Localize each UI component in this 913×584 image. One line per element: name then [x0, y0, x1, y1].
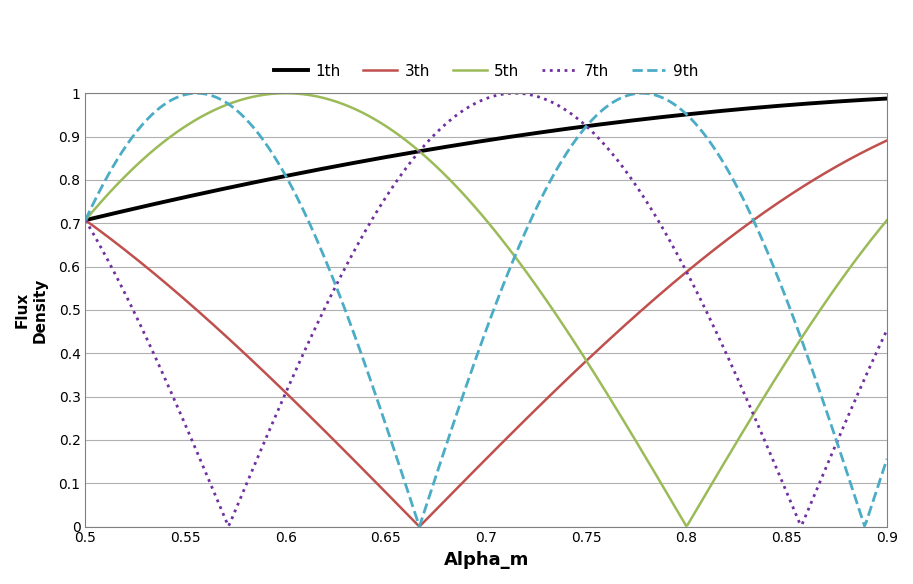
3th [739, 224, 750, 231]
1th [862, 96, 873, 103]
1th [557, 126, 568, 133]
Line: 7th: 7th [86, 93, 887, 526]
9th [561, 151, 572, 158]
1th [882, 95, 893, 102]
X-axis label: Alpha_m: Alpha_m [444, 551, 529, 569]
1th [80, 217, 91, 224]
9th [414, 523, 425, 530]
5th [559, 323, 570, 330]
3th [515, 421, 526, 428]
1th [737, 106, 748, 113]
7th [509, 90, 519, 97]
5th [80, 217, 91, 224]
5th [515, 261, 526, 268]
7th [80, 217, 91, 224]
5th [462, 195, 473, 202]
9th [464, 374, 475, 381]
5th [740, 424, 751, 431]
5th [866, 237, 876, 244]
9th [517, 235, 528, 242]
3th [882, 137, 893, 144]
7th [882, 326, 893, 333]
Line: 5th: 5th [86, 93, 887, 526]
7th [561, 106, 572, 113]
3th [80, 217, 91, 224]
Y-axis label: Flux
Density: Flux Density [15, 277, 47, 343]
9th [80, 217, 91, 224]
3th [462, 474, 473, 481]
1th [466, 140, 477, 147]
7th [866, 361, 876, 368]
9th [882, 456, 893, 463]
7th [223, 523, 234, 530]
3th [467, 469, 478, 476]
5th [882, 217, 893, 224]
7th [467, 101, 478, 108]
Line: 9th: 9th [86, 93, 887, 526]
Line: 1th: 1th [86, 99, 887, 220]
5th [681, 523, 692, 530]
7th [462, 104, 473, 111]
Legend: 1th, 3th, 5th, 7th, 9th: 1th, 3th, 5th, 7th, 9th [268, 57, 705, 85]
3th [414, 523, 425, 530]
7th [517, 90, 528, 97]
5th [467, 201, 478, 208]
9th [191, 90, 202, 97]
3th [864, 145, 875, 152]
Line: 3th: 3th [86, 140, 887, 526]
3th [559, 378, 570, 385]
7th [740, 393, 751, 400]
9th [468, 360, 479, 367]
1th [461, 140, 472, 147]
1th [514, 132, 525, 139]
9th [866, 504, 876, 511]
5th [280, 90, 291, 97]
9th [740, 200, 751, 207]
